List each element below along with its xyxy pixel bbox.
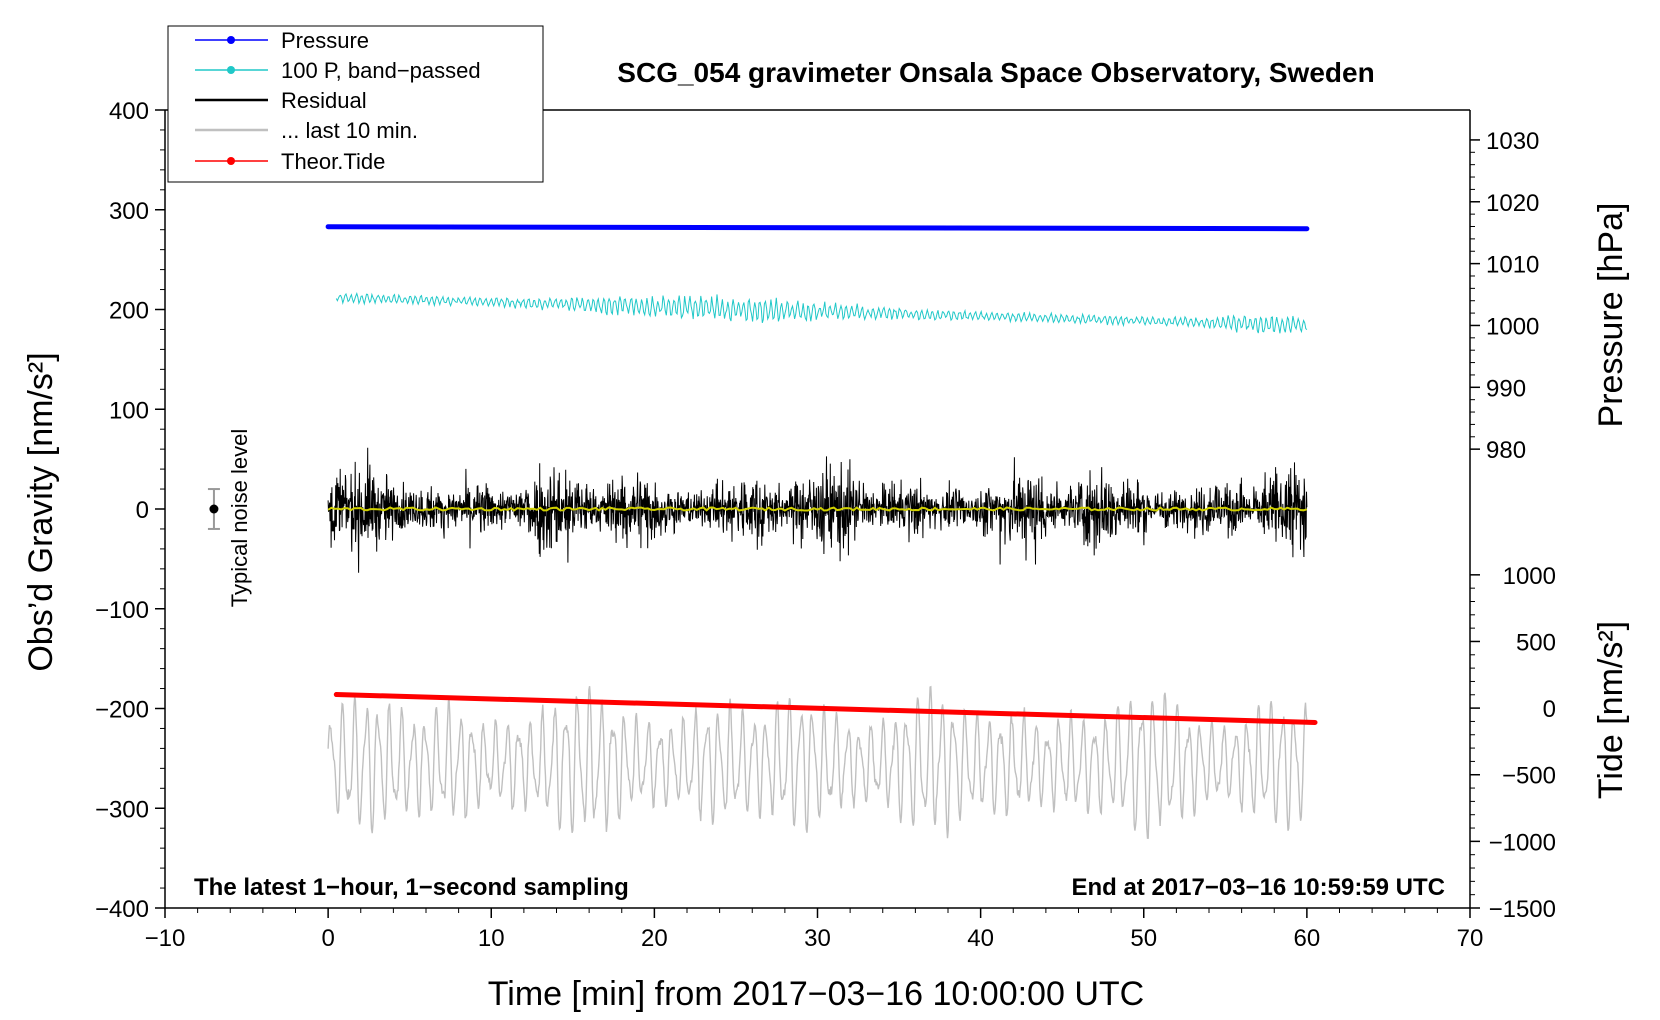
series-line-bandpassed-pressure <box>335 291 1308 334</box>
pressure-tick-label: 1000 <box>1486 313 1539 340</box>
series-line-residual <box>327 447 1308 573</box>
legend-marker-tide <box>227 157 235 165</box>
series-line-pressure <box>325 224 1310 232</box>
x-tick-label: 50 <box>1130 925 1157 952</box>
tide-tick-label: −1000 <box>1489 829 1556 856</box>
legend-label-residual: Residual <box>281 88 367 113</box>
noise-level-label: Typical noise level <box>227 429 252 608</box>
annotation-sampling: The latest 1−hour, 1−second sampling <box>194 874 629 901</box>
legend-marker-bandpassed <box>227 66 235 74</box>
pressure-tick-label: 1020 <box>1486 190 1539 217</box>
y-tick-label: −100 <box>95 597 149 624</box>
plot-area <box>207 224 1318 839</box>
tide-tick-label: −1500 <box>1489 896 1556 923</box>
x-tick-label: 0 <box>321 925 334 952</box>
x-tick-label: 20 <box>641 925 668 952</box>
y-tick-label: 100 <box>109 397 149 424</box>
y-axis-label-pressure: Pressure [hPa] <box>1592 203 1630 428</box>
x-tick-label: 40 <box>967 925 994 952</box>
pressure-tick-label: 1010 <box>1486 252 1539 279</box>
legend-marker-pressure <box>227 36 235 44</box>
legend-entry-pressure: Pressure <box>195 28 369 53</box>
legend-entry-residual: Residual <box>195 88 367 113</box>
legend: Pressure 100 P, band−passed Residual ...… <box>167 25 544 183</box>
y-tick-label: −200 <box>95 697 149 724</box>
x-tick-label: 30 <box>804 925 831 952</box>
x-tick-label: 10 <box>478 925 505 952</box>
legend-entry-tide: Theor.Tide <box>195 149 385 174</box>
series-line-theoretical-tide <box>333 692 1318 725</box>
y-tick-label: 300 <box>109 198 149 225</box>
x-axis-label: Time [min] from 2017−03−16 10:00:00 UTC <box>488 975 1144 1013</box>
legend-box <box>167 25 544 183</box>
legend-entry-bandpassed: 100 P, band−passed <box>195 58 481 83</box>
y-tick-label: 400 <box>109 98 149 125</box>
series-line-residual-smoothed <box>327 506 1308 512</box>
legend-label-pressure: Pressure <box>281 28 369 53</box>
y-tick-label: 0 <box>136 497 149 524</box>
tide-tick-label: −500 <box>1502 763 1556 790</box>
chart-title: SCG_054 gravimeter Onsala Space Observat… <box>617 57 1374 88</box>
x-tick-label: 60 <box>1294 925 1321 952</box>
tide-tick-label: 500 <box>1516 629 1556 656</box>
y-tick-label: −400 <box>95 896 149 923</box>
x-tick-label: 70 <box>1457 925 1484 952</box>
series-line-last-10-min <box>327 685 1308 839</box>
pressure-tick-label: 980 <box>1486 437 1526 464</box>
legend-label-bandpassed: 100 P, band−passed <box>281 58 481 83</box>
legend-label-last10: ... last 10 min. <box>281 118 418 143</box>
x-tick-label: −10 <box>145 925 186 952</box>
legend-entry-last10: ... last 10 min. <box>195 118 418 143</box>
noise-bar-point <box>209 504 219 514</box>
tide-tick-label: 1000 <box>1503 563 1556 590</box>
y-tick-label: −300 <box>95 796 149 823</box>
y-axis-label-left: Obs’d Gravity [nm/s²] <box>22 352 60 671</box>
annotation-end-time: End at 2017−03−16 10:59:59 UTC <box>1071 874 1445 901</box>
y-tick-label: 200 <box>109 298 149 325</box>
tide-tick-label: 0 <box>1543 696 1556 723</box>
y-axis-label-tide: Tide [nm/s²] <box>1592 621 1630 799</box>
pressure-tick-label: 990 <box>1486 375 1526 402</box>
pressure-tick-label: 1030 <box>1486 128 1539 155</box>
legend-label-tide: Theor.Tide <box>281 149 385 174</box>
